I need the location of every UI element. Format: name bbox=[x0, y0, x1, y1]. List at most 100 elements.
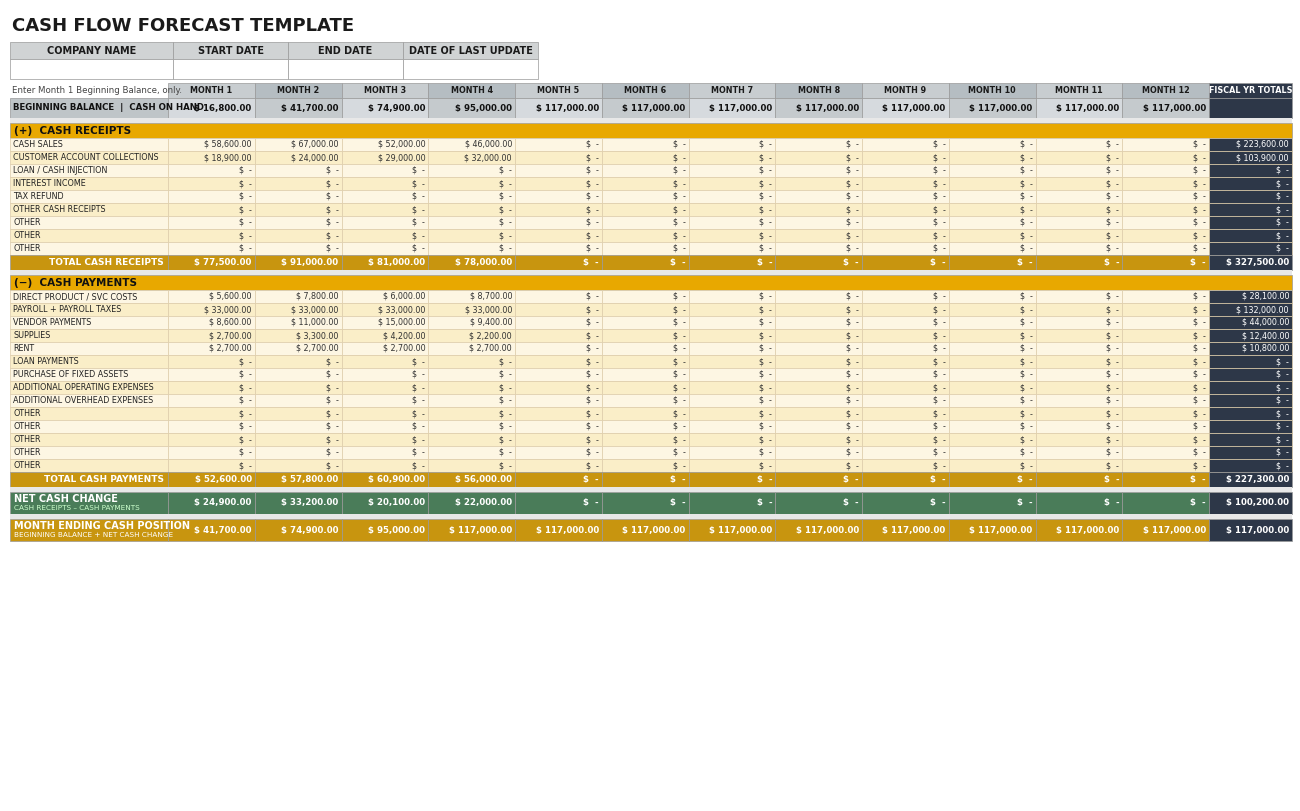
Text: TOTAL CASH PAYMENTS: TOTAL CASH PAYMENTS bbox=[44, 475, 164, 484]
Bar bbox=[689, 472, 775, 487]
Text: $  -: $ - bbox=[672, 292, 685, 301]
Bar bbox=[1036, 316, 1122, 329]
Bar bbox=[862, 255, 949, 270]
Bar bbox=[1122, 381, 1209, 394]
Bar bbox=[689, 329, 775, 342]
Bar bbox=[949, 151, 1036, 164]
Bar bbox=[255, 316, 342, 329]
Text: $  -: $ - bbox=[586, 331, 599, 340]
Bar bbox=[342, 138, 428, 151]
Bar bbox=[428, 519, 515, 541]
Bar bbox=[515, 229, 602, 242]
Text: $  -: $ - bbox=[670, 499, 685, 508]
Bar bbox=[689, 446, 775, 459]
Text: $  -: $ - bbox=[586, 305, 599, 314]
Bar bbox=[255, 446, 342, 459]
Text: $  -: $ - bbox=[412, 231, 425, 240]
Bar bbox=[602, 190, 689, 203]
Text: $  -: $ - bbox=[1193, 231, 1206, 240]
Text: $  -: $ - bbox=[846, 153, 859, 162]
Bar bbox=[775, 255, 862, 270]
Bar bbox=[1036, 394, 1122, 407]
Bar bbox=[602, 98, 689, 118]
Bar bbox=[342, 83, 428, 98]
Text: $ 91,000.00: $ 91,000.00 bbox=[281, 258, 338, 267]
Bar bbox=[1209, 446, 1292, 459]
Text: CUSTOMER ACCOUNT COLLECTIONS: CUSTOMER ACCOUNT COLLECTIONS bbox=[13, 153, 159, 162]
Text: $  -: $ - bbox=[933, 331, 946, 340]
Text: $  -: $ - bbox=[1106, 448, 1119, 457]
Text: $ 20,100.00: $ 20,100.00 bbox=[368, 499, 425, 508]
Bar bbox=[1122, 420, 1209, 433]
Bar bbox=[515, 459, 602, 472]
Text: MONTH 11: MONTH 11 bbox=[1056, 86, 1102, 95]
Bar bbox=[949, 342, 1036, 355]
Bar bbox=[403, 59, 538, 79]
Bar bbox=[168, 355, 255, 368]
Bar bbox=[342, 342, 428, 355]
Bar bbox=[949, 355, 1036, 368]
Bar bbox=[689, 255, 775, 270]
Bar bbox=[775, 83, 862, 98]
Bar bbox=[602, 242, 689, 255]
Bar bbox=[862, 368, 949, 381]
Bar bbox=[168, 203, 255, 216]
Text: $  -: $ - bbox=[759, 218, 772, 227]
Bar bbox=[1122, 290, 1209, 303]
Text: $  -: $ - bbox=[846, 370, 859, 379]
Bar bbox=[1036, 255, 1122, 270]
Text: $  -: $ - bbox=[1193, 179, 1206, 188]
Text: $  -: $ - bbox=[933, 205, 946, 214]
Bar bbox=[10, 59, 173, 79]
Bar bbox=[602, 255, 689, 270]
Text: $  -: $ - bbox=[325, 409, 338, 418]
Text: $ 2,700.00: $ 2,700.00 bbox=[209, 344, 252, 353]
Bar bbox=[10, 303, 168, 316]
Text: $  -: $ - bbox=[1277, 192, 1290, 201]
Text: $  -: $ - bbox=[586, 292, 599, 301]
Bar bbox=[862, 203, 949, 216]
Text: $  -: $ - bbox=[325, 357, 338, 366]
Bar bbox=[428, 98, 515, 118]
Text: $  -: $ - bbox=[930, 499, 946, 508]
Bar bbox=[775, 203, 862, 216]
Text: $  -: $ - bbox=[933, 305, 946, 314]
Bar bbox=[428, 342, 515, 355]
Bar bbox=[1209, 177, 1292, 190]
Bar bbox=[862, 229, 949, 242]
Text: $  -: $ - bbox=[325, 218, 338, 227]
Bar bbox=[1209, 420, 1292, 433]
Text: $  -: $ - bbox=[759, 422, 772, 431]
Bar bbox=[689, 83, 775, 98]
Bar bbox=[949, 472, 1036, 487]
Bar bbox=[515, 368, 602, 381]
Bar bbox=[342, 164, 428, 177]
Bar bbox=[342, 472, 428, 487]
Text: $  -: $ - bbox=[1019, 218, 1032, 227]
Text: $  -: $ - bbox=[846, 318, 859, 327]
Text: $ 77,500.00: $ 77,500.00 bbox=[195, 258, 252, 267]
Bar bbox=[949, 177, 1036, 190]
Bar bbox=[515, 519, 602, 541]
Bar bbox=[515, 420, 602, 433]
Bar bbox=[428, 472, 515, 487]
Bar bbox=[515, 492, 602, 514]
Text: $  -: $ - bbox=[846, 305, 859, 314]
Text: $  -: $ - bbox=[586, 370, 599, 379]
Text: $  -: $ - bbox=[930, 475, 946, 484]
Bar bbox=[602, 342, 689, 355]
Bar bbox=[10, 355, 168, 368]
Bar bbox=[1209, 290, 1292, 303]
Bar bbox=[255, 138, 342, 151]
Text: $  -: $ - bbox=[1193, 331, 1206, 340]
Bar bbox=[602, 355, 689, 368]
Bar bbox=[10, 519, 168, 541]
Bar bbox=[1036, 407, 1122, 420]
Bar bbox=[10, 229, 168, 242]
Bar bbox=[1036, 290, 1122, 303]
Text: $  -: $ - bbox=[933, 344, 946, 353]
Bar bbox=[689, 203, 775, 216]
Bar bbox=[689, 316, 775, 329]
Text: $ 2,700.00: $ 2,700.00 bbox=[296, 344, 338, 353]
Text: $  -: $ - bbox=[1193, 318, 1206, 327]
